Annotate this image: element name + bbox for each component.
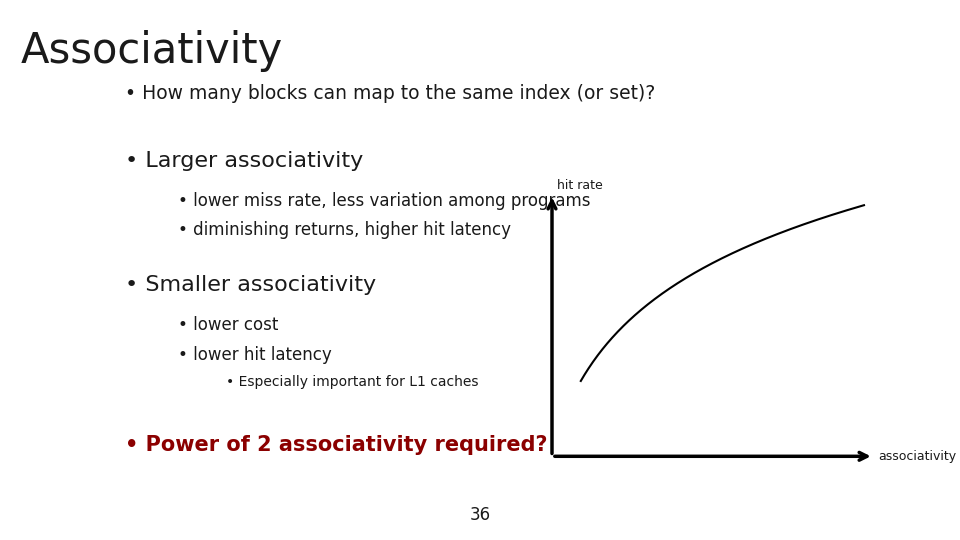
- Text: hit rate: hit rate: [557, 179, 603, 192]
- Text: • Larger associativity: • Larger associativity: [125, 151, 363, 171]
- Text: 36: 36: [469, 506, 491, 524]
- Text: • How many blocks can map to the same index (or set)?: • How many blocks can map to the same in…: [125, 84, 655, 103]
- Text: associativity: associativity: [878, 450, 956, 463]
- Text: • lower hit latency: • lower hit latency: [178, 346, 331, 363]
- Text: Associativity: Associativity: [21, 30, 283, 72]
- Text: • Especially important for L1 caches: • Especially important for L1 caches: [226, 375, 478, 389]
- Text: • lower miss rate, less variation among programs: • lower miss rate, less variation among …: [178, 192, 590, 210]
- Text: • diminishing returns, higher hit latency: • diminishing returns, higher hit latenc…: [178, 221, 511, 239]
- Text: • Smaller associativity: • Smaller associativity: [125, 275, 376, 295]
- Text: • Power of 2 associativity required?: • Power of 2 associativity required?: [125, 435, 547, 455]
- Text: • lower cost: • lower cost: [178, 316, 278, 334]
